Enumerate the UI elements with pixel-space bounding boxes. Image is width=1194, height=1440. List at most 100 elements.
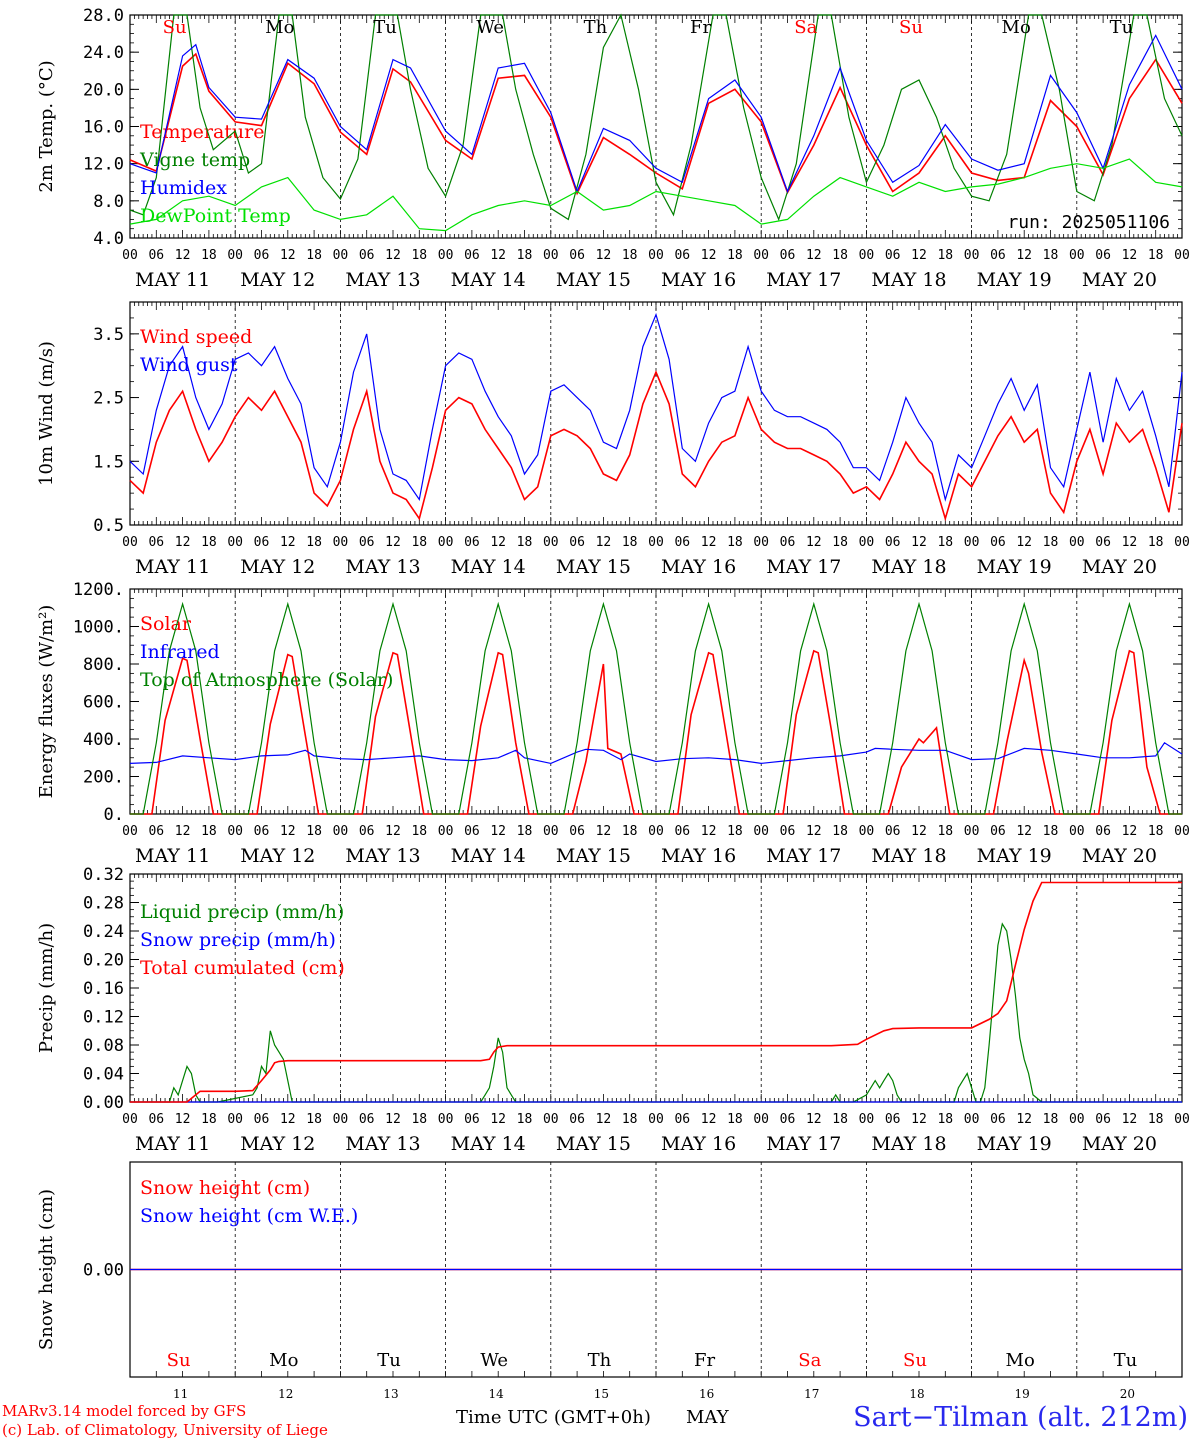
hour-tick-label: 00 [648, 535, 664, 550]
y-tick-label: 0.08 [83, 1036, 124, 1056]
date-label: MAY 15 [556, 556, 631, 578]
hour-tick-label: 18 [517, 535, 533, 550]
hour-tick-label: 18 [622, 824, 638, 839]
day-number-label: 19 [1015, 1387, 1030, 1401]
hour-tick-label: 00 [333, 1112, 349, 1127]
series-line-2-2 [129, 312, 1183, 502]
y-tick-label: 4.0 [93, 229, 124, 249]
hour-tick-label: 12 [701, 824, 717, 839]
weekday-label: Su [167, 1350, 191, 1371]
hour-tick-label: 06 [885, 535, 901, 550]
hour-tick-label: 12 [806, 248, 822, 263]
day-number-label: 20 [1120, 1387, 1135, 1401]
hour-tick-label: 12 [490, 535, 506, 550]
day-number-label: 17 [804, 1387, 819, 1401]
date-label: MAY 16 [661, 556, 736, 578]
y-tick-label: 0.12 [83, 1008, 124, 1028]
hour-tick-label: 18 [411, 248, 427, 263]
hour-tick-label: 00 [964, 824, 980, 839]
hour-tick-label: 18 [622, 535, 638, 550]
hour-tick-label: 00 [859, 535, 875, 550]
hour-tick-label: 06 [464, 824, 480, 839]
hour-tick-label: 06 [464, 535, 480, 550]
hour-tick-label: 06 [569, 1112, 585, 1127]
hour-tick-label: 18 [411, 535, 427, 550]
hour-tick-label: 12 [596, 248, 612, 263]
hour-tick-label: 18 [1043, 1112, 1059, 1127]
hour-tick-label: 12 [806, 1112, 822, 1127]
hour-tick-label: 18 [937, 1112, 953, 1127]
hour-tick-label: 06 [148, 1112, 164, 1127]
hour-tick-label: 00 [1174, 535, 1190, 550]
y-tick-label: 0.28 [83, 894, 124, 914]
hour-tick-label: 12 [1122, 824, 1138, 839]
hour-tick-label: 12 [596, 824, 612, 839]
hour-tick-label: 06 [569, 535, 585, 550]
hour-tick-label: 12 [175, 1112, 191, 1127]
hour-tick-label: 18 [832, 824, 848, 839]
legend-entry: Snow height (cm W.E.) [140, 1205, 358, 1227]
weekday-label: Tu [377, 1350, 401, 1371]
hour-tick-label: 00 [438, 1112, 454, 1127]
weekday-label: Mo [1006, 1350, 1035, 1371]
y-tick-label: 400. [83, 730, 124, 750]
hour-tick-label: 12 [490, 1112, 506, 1127]
hour-tick-label: 00 [1069, 535, 1085, 550]
hour-tick-label: 12 [596, 1112, 612, 1127]
weekday-label: Su [903, 1350, 927, 1371]
hour-tick-label: 12 [1016, 824, 1032, 839]
hour-tick-label: 06 [885, 824, 901, 839]
hour-tick-label: 06 [780, 248, 796, 263]
hour-tick-label: 00 [333, 824, 349, 839]
hour-tick-label: 00 [543, 1112, 559, 1127]
hour-tick-label: 06 [674, 1112, 690, 1127]
date-label: MAY 16 [661, 1133, 736, 1155]
y-tick-label: 600. [83, 693, 124, 713]
hour-tick-label: 12 [1122, 1112, 1138, 1127]
y-tick-label: 0.32 [83, 865, 124, 885]
legend-entry: Top of Atmosphere (Solar) [140, 669, 393, 691]
weekday-label: Mo [265, 17, 294, 38]
hour-tick-label: 00 [648, 824, 664, 839]
hour-tick-label: 18 [201, 824, 217, 839]
date-label: MAY 11 [135, 845, 210, 867]
hour-tick-label: 00 [1174, 1112, 1190, 1127]
station-label: Sart−Tilman (alt. 212m) [853, 1402, 1188, 1433]
hour-tick-label: 18 [622, 1112, 638, 1127]
hour-tick-label: 00 [122, 1112, 138, 1127]
hour-tick-label: 12 [701, 535, 717, 550]
legend-entry: Wind speed [140, 326, 252, 348]
date-label: MAY 20 [1082, 269, 1157, 291]
hour-tick-label: 18 [1043, 535, 1059, 550]
hour-tick-label: 12 [385, 535, 401, 550]
date-label: MAY 12 [240, 1133, 315, 1155]
legend-entry: Liquid precip (mm/h) [140, 901, 344, 923]
hour-tick-label: 12 [1016, 248, 1032, 263]
hour-tick-label: 12 [385, 248, 401, 263]
hour-tick-label: 18 [622, 248, 638, 263]
y-tick-label: 0.00 [83, 1093, 124, 1113]
hour-tick-label: 00 [1069, 248, 1085, 263]
panel-2: 0.5 1.5 2.5 3.5 10m Wind (m/s) Wind speed Wind… [36, 301, 1190, 578]
hour-tick-label: 06 [990, 824, 1006, 839]
hour-tick-label: 06 [254, 1112, 270, 1127]
hour-tick-label: 18 [1148, 824, 1164, 839]
hour-tick-label: 06 [990, 1112, 1006, 1127]
hour-tick-label: 06 [1095, 535, 1111, 550]
hour-tick-label: 12 [175, 248, 191, 263]
hour-tick-label: 12 [385, 824, 401, 839]
hour-tick-label: 18 [411, 1112, 427, 1127]
hour-tick-label: 00 [753, 248, 769, 263]
plot-frame [129, 588, 1183, 815]
date-label: MAY 18 [871, 845, 946, 867]
date-label: MAY 18 [871, 556, 946, 578]
hour-tick-label: 00 [753, 535, 769, 550]
date-label: MAY 13 [345, 1133, 420, 1155]
series-line-4-3 [130, 881, 1182, 1103]
date-label: MAY 15 [556, 845, 631, 867]
y-tick-label: 0.5 [93, 516, 124, 536]
hour-tick-label: 00 [1069, 824, 1085, 839]
panel-5: 0.00 Snow height (cm) Snow height (cm) Snow… [36, 1161, 1183, 1401]
y-tick-label: 28.0 [83, 6, 124, 26]
hour-tick-label: 00 [122, 824, 138, 839]
